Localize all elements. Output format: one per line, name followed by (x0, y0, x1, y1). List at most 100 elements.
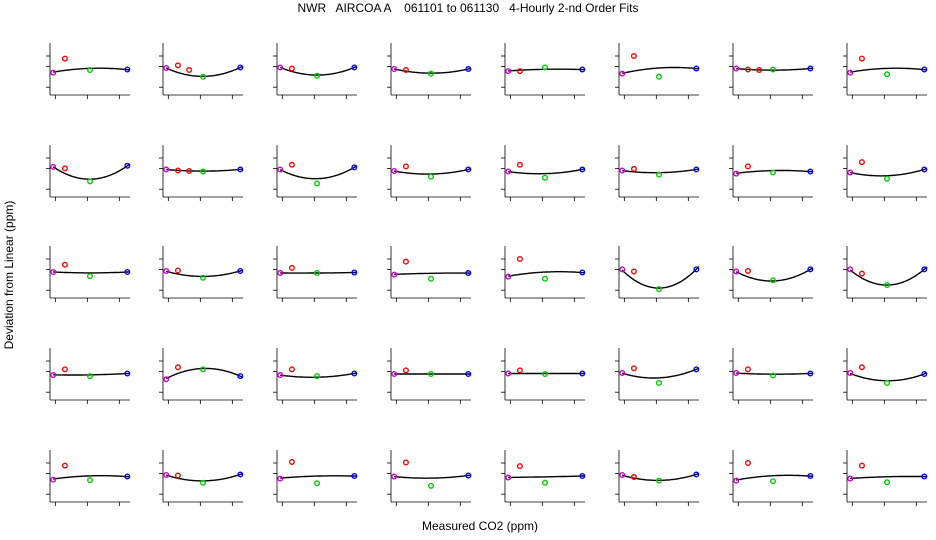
data-point (858, 462, 865, 469)
data-point (858, 55, 865, 62)
fit-curve (508, 168, 586, 175)
data-point (693, 65, 700, 72)
panel (729, 246, 814, 302)
data-point (402, 67, 409, 74)
data-point (314, 373, 321, 380)
panel (46, 145, 131, 201)
fit-curve (508, 271, 586, 277)
data-point (756, 67, 763, 74)
data-point (288, 366, 295, 373)
data-point (237, 373, 244, 380)
data-point (465, 166, 472, 173)
data-point (807, 65, 814, 72)
data-point (542, 64, 549, 71)
panel (46, 348, 131, 404)
fit-curve (736, 474, 814, 481)
data-point (465, 65, 472, 72)
data-point (199, 168, 206, 175)
data-point (277, 64, 284, 71)
data-point (744, 66, 751, 73)
panel (843, 450, 928, 506)
data-point (656, 477, 663, 484)
panel (273, 43, 358, 99)
panel (159, 246, 244, 302)
panel (729, 348, 814, 404)
panel (159, 348, 244, 404)
panel (387, 246, 472, 302)
data-point (199, 73, 206, 80)
panel (273, 246, 358, 302)
data-point (402, 163, 409, 170)
data-point (402, 258, 409, 265)
data-point (505, 474, 512, 481)
data-point (50, 476, 57, 483)
data-point (516, 161, 523, 168)
data-point (186, 67, 193, 74)
data-point (50, 69, 57, 76)
data-point (199, 274, 206, 281)
panel (273, 348, 358, 404)
data-point (847, 266, 854, 273)
data-point (199, 366, 206, 373)
data-point (288, 264, 295, 271)
data-point (163, 376, 170, 383)
data-point (579, 473, 586, 480)
data-point (744, 163, 751, 170)
x-axis-label: Measured CO2 (ppm) (422, 519, 538, 533)
data-point (630, 268, 637, 275)
data-point (314, 72, 321, 79)
panel (46, 246, 131, 302)
data-point (807, 473, 814, 480)
y-axis-label: Deviation from Linear (ppm) (2, 201, 16, 350)
data-point (124, 473, 131, 480)
data-point (619, 266, 626, 273)
data-point (693, 266, 700, 273)
data-point (174, 62, 181, 69)
data-point (505, 168, 512, 175)
data-point (277, 475, 284, 482)
data-point (733, 369, 740, 376)
panel (615, 145, 700, 201)
fit-curve (850, 475, 927, 480)
data-point (858, 159, 865, 166)
panel (387, 43, 472, 99)
data-point (288, 161, 295, 168)
data-point (884, 71, 891, 78)
panel (273, 450, 358, 506)
data-point (428, 70, 435, 77)
panel (387, 348, 472, 404)
data-point (516, 367, 523, 374)
fit-curve (849, 266, 928, 286)
data-point (693, 366, 700, 373)
data-point (579, 269, 586, 276)
panel (159, 43, 244, 99)
data-point (505, 370, 512, 377)
data-point (163, 471, 170, 478)
data-point (858, 270, 865, 277)
data-point (61, 165, 68, 172)
panel (273, 145, 358, 201)
data-point (351, 164, 358, 171)
data-point (391, 65, 398, 72)
data-point (314, 270, 321, 277)
data-point (656, 171, 663, 178)
data-point (630, 165, 637, 172)
data-point (744, 366, 751, 373)
data-point (807, 370, 814, 377)
data-point (174, 167, 181, 174)
data-point (351, 269, 358, 276)
data-point (402, 367, 409, 374)
panel-grid (46, 43, 928, 506)
data-point (465, 371, 472, 378)
fit-curve (394, 168, 472, 175)
panel (843, 145, 928, 201)
data-point (516, 256, 523, 263)
data-point (858, 364, 865, 371)
data-point (770, 169, 777, 176)
data-point (847, 475, 854, 482)
data-point (630, 474, 637, 481)
data-point (86, 373, 93, 380)
data-point (237, 64, 244, 71)
data-point (61, 462, 68, 469)
